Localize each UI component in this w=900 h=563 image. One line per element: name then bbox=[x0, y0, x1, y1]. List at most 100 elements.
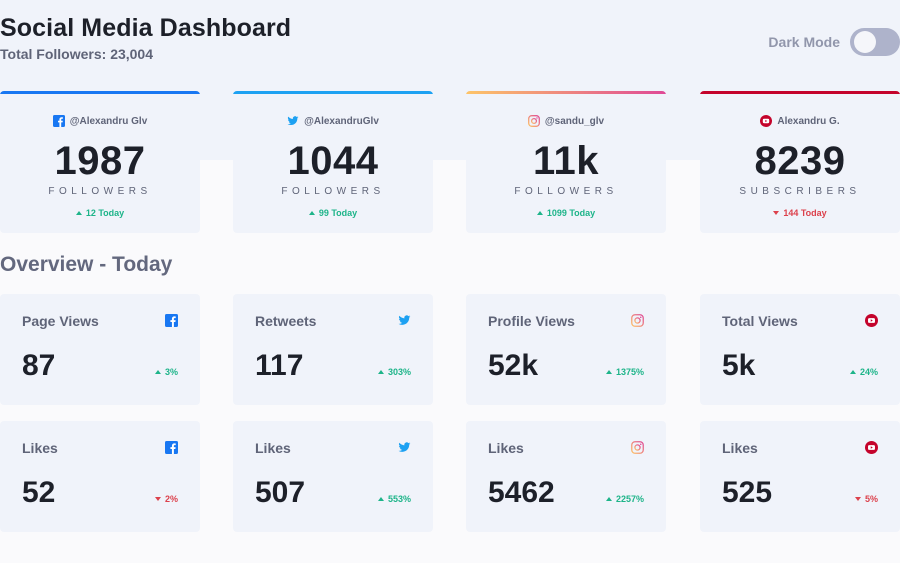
today-change: 12 Today bbox=[0, 208, 200, 218]
dark-mode-label: Dark Mode bbox=[768, 34, 840, 50]
overview-card-likes-instagram[interactable]: Likes 5462 2257% bbox=[466, 421, 666, 532]
toggle-knob bbox=[854, 31, 876, 53]
arrow-up-icon bbox=[154, 370, 161, 374]
metric-value: 87 bbox=[22, 349, 56, 382]
card-stripe bbox=[700, 91, 900, 94]
metric-label: Retweets bbox=[255, 313, 317, 329]
follower-cards: @Alexandru Glv 1987 FOLLOWERS 12 Today @… bbox=[0, 91, 900, 233]
facebook-icon bbox=[52, 115, 65, 127]
metric-label: Page Views bbox=[22, 313, 99, 329]
metric-value: 117 bbox=[255, 349, 304, 382]
percent-change: 553% bbox=[377, 494, 411, 504]
overview-card-total-views[interactable]: Total Views 5k 24% bbox=[700, 294, 900, 405]
percent-change-text: 3% bbox=[164, 367, 178, 377]
percent-change: 2% bbox=[154, 494, 178, 504]
overview-card-profile-views[interactable]: Profile Views 52k 1375% bbox=[466, 294, 666, 405]
metric-label: Likes bbox=[255, 440, 291, 456]
instagram-icon bbox=[631, 441, 644, 454]
handle-text[interactable]: Alexandru G. bbox=[777, 115, 840, 127]
follower-card-instagram[interactable]: @sandu_glv 11k FOLLOWERS 1099 Today bbox=[466, 91, 666, 233]
overview-card-likes-youtube[interactable]: Likes 525 5% bbox=[700, 421, 900, 532]
percent-change-text: 1375% bbox=[615, 367, 644, 377]
percent-change-text: 2% bbox=[164, 494, 178, 504]
today-change: 144 Today bbox=[700, 208, 900, 218]
youtube-icon bbox=[865, 441, 878, 454]
follower-card-facebook[interactable]: @Alexandru Glv 1987 FOLLOWERS 12 Today bbox=[0, 91, 200, 233]
follower-unit: FOLLOWERS bbox=[48, 186, 152, 197]
arrow-up-icon bbox=[377, 497, 384, 501]
handle-row: @AlexandruGlv bbox=[233, 115, 433, 127]
arrow-up-icon bbox=[75, 211, 82, 215]
card-stripe bbox=[466, 91, 666, 94]
percent-change: 2257% bbox=[605, 494, 644, 504]
handle-row: Alexandru G. bbox=[700, 115, 900, 127]
arrow-down-icon bbox=[854, 497, 861, 501]
twitter-icon bbox=[398, 315, 411, 325]
metric-value: 5k bbox=[722, 349, 756, 382]
handle-row: @sandu_glv bbox=[466, 115, 666, 127]
today-change: 99 Today bbox=[233, 208, 433, 218]
metric-value: 52k bbox=[488, 349, 539, 382]
metric-label: Total Views bbox=[722, 313, 798, 329]
handle-row: @Alexandru Glv bbox=[0, 115, 200, 127]
metric-label: Likes bbox=[722, 440, 758, 456]
follower-count: 1044 bbox=[287, 139, 379, 183]
percent-change: 1375% bbox=[605, 367, 644, 377]
percent-change: 303% bbox=[377, 367, 411, 377]
follower-unit: FOLLOWERS bbox=[281, 186, 385, 197]
metric-label: Likes bbox=[488, 440, 524, 456]
arrow-up-icon bbox=[605, 370, 612, 374]
percent-change-text: 24% bbox=[859, 367, 878, 377]
instagram-icon bbox=[631, 314, 644, 327]
card-stripe bbox=[233, 91, 433, 94]
percent-change-text: 2257% bbox=[615, 494, 644, 504]
page-title: Social Media Dashboard bbox=[0, 14, 292, 42]
metric-value: 5462 bbox=[488, 476, 555, 509]
overview-card-likes-twitter[interactable]: Likes 507 553% bbox=[233, 421, 433, 532]
handle-text[interactable]: @sandu_glv bbox=[544, 115, 605, 127]
arrow-down-icon bbox=[154, 497, 161, 501]
follower-unit: FOLLOWERS bbox=[514, 186, 618, 197]
twitter-icon bbox=[287, 116, 299, 126]
follower-card-youtube[interactable]: Alexandru G. 8239 SUBSCRIBERS 144 Today bbox=[700, 91, 900, 233]
metric-value: 525 bbox=[722, 476, 773, 509]
twitter-icon bbox=[398, 442, 411, 452]
facebook-icon bbox=[165, 314, 178, 327]
follower-count: 11k bbox=[532, 139, 600, 183]
dark-mode-toggle[interactable] bbox=[850, 28, 900, 56]
arrow-up-icon bbox=[536, 211, 543, 215]
percent-change-text: 5% bbox=[864, 494, 878, 504]
arrow-up-icon bbox=[605, 497, 612, 501]
page-header: Social Media Dashboard Total Followers: … bbox=[0, 14, 900, 64]
arrow-up-icon bbox=[849, 370, 856, 374]
arrow-up-icon bbox=[377, 370, 384, 374]
percent-change: 5% bbox=[854, 494, 878, 504]
metric-value: 507 bbox=[255, 476, 306, 509]
dark-mode-control: Dark Mode bbox=[768, 28, 900, 56]
today-change-text: 99 Today bbox=[318, 208, 358, 218]
youtube-icon bbox=[865, 314, 878, 327]
handle-text[interactable]: @Alexandru Glv bbox=[69, 115, 148, 127]
today-change-text: 12 Today bbox=[85, 208, 125, 218]
today-change: 1099 Today bbox=[466, 208, 666, 218]
follower-unit: SUBSCRIBERS bbox=[739, 186, 861, 197]
overview-title: Overview - Today bbox=[0, 253, 173, 276]
percent-change: 24% bbox=[849, 367, 878, 377]
arrow-down-icon bbox=[773, 211, 780, 215]
follower-count: 1987 bbox=[54, 139, 146, 183]
follower-card-twitter[interactable]: @AlexandruGlv 1044 FOLLOWERS 99 Today bbox=[233, 91, 433, 233]
handle-text[interactable]: @AlexandruGlv bbox=[304, 115, 379, 127]
youtube-icon bbox=[760, 115, 773, 127]
today-change-text: 144 Today bbox=[783, 208, 827, 218]
overview-card-likes-facebook[interactable]: Likes 52 2% bbox=[0, 421, 200, 532]
today-change-text: 1099 Today bbox=[546, 208, 596, 218]
arrow-up-icon bbox=[308, 211, 315, 215]
instagram-icon bbox=[527, 115, 540, 127]
facebook-icon bbox=[165, 441, 178, 454]
percent-change: 3% bbox=[154, 367, 178, 377]
metric-value: 52 bbox=[22, 476, 56, 509]
overview-card-page-views[interactable]: Page Views 87 3% bbox=[0, 294, 200, 405]
overview-card-retweets[interactable]: Retweets 117 303% bbox=[233, 294, 433, 405]
percent-change-text: 303% bbox=[387, 367, 411, 377]
metric-label: Likes bbox=[22, 440, 58, 456]
